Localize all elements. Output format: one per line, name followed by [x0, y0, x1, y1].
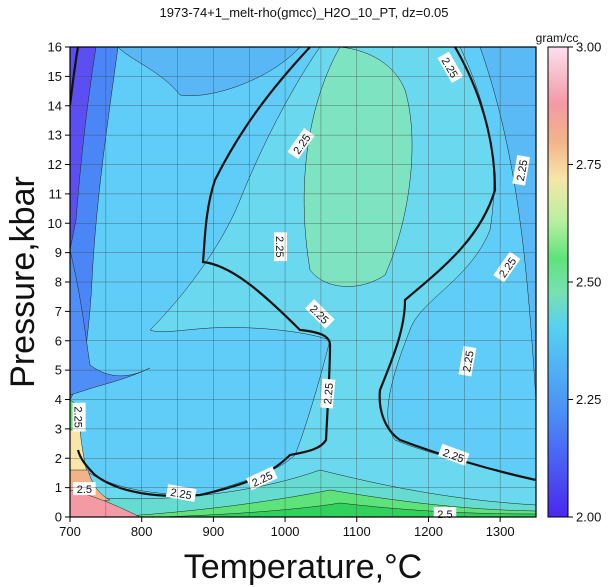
contour-label-text: 2.25 [169, 487, 192, 503]
contour-label: 2.25 [165, 484, 197, 503]
contour-label-bg [319, 378, 336, 409]
x-tick-label: 1200 [414, 524, 443, 539]
contour-region-bottom-2 [109, 489, 536, 517]
contour-label: 2.25 [273, 232, 288, 262]
contour-label: 2.25 [72, 402, 86, 432]
y-tick-label: 4 [55, 392, 62, 407]
contour-label-bg [73, 482, 96, 496]
contour-label-text: 2.25 [515, 159, 531, 182]
contour-label-text: 2.25 [322, 383, 336, 405]
contour-label: 2.25 [458, 345, 477, 377]
colorbar-ticks: 2.00 2.25 2.50 2.75 3.00 [568, 40, 601, 525]
contour-label-text: 2.5 [77, 484, 92, 496]
y-tick-label: 12 [48, 157, 62, 172]
contour-label-bg [246, 466, 278, 491]
colorbar: gram/cc 2.00 2.25 2.50 2.75 3.00 [536, 31, 602, 525]
contour-label-bg [512, 154, 531, 186]
contour-label-bg [165, 484, 197, 502]
contour-label: 2.5 [433, 507, 457, 521]
chart-title: 1973-74+1_melt-rho(gmcc)_H2O_10_PT, dz=0… [159, 5, 448, 20]
y-tick-label: 11 [49, 186, 63, 201]
contour-label-text: 2.5 [437, 509, 452, 521]
contour-label: 2.5 [73, 482, 96, 496]
x-tick-label: 800 [131, 524, 153, 539]
contour-region-top-mid [117, 47, 301, 96]
contour-label: 2.25 [512, 154, 531, 186]
y-tick-label: 13 [48, 128, 62, 143]
colorbar-tick-label: 3.00 [576, 40, 601, 55]
contour-label-bg [458, 345, 477, 377]
contour-region-blue-left-mid [70, 249, 151, 396]
y-tick-label: 3 [55, 421, 62, 436]
y-tick-label: 5 [55, 363, 62, 378]
y-tick-label: 0 [55, 510, 62, 525]
contour-label-bg [437, 51, 464, 84]
y-tick-label: 16 [48, 40, 62, 55]
y-tick-label: 15 [48, 69, 62, 84]
colorbar-tick-label: 2.75 [576, 157, 601, 172]
x-tick-label: 1000 [271, 524, 300, 539]
colorbar-tick-label: 2.50 [576, 275, 601, 290]
y-tick-label: 14 [48, 98, 62, 113]
x-tick-label: 1100 [343, 524, 371, 539]
contour-line-225-right [76, 47, 332, 497]
y-tick-label: 2 [55, 451, 62, 466]
colorbar-gradient [547, 46, 569, 518]
x-tick-label: 1300 [486, 524, 515, 539]
contour-label-bg [274, 232, 288, 262]
y-tick-label: 8 [55, 275, 62, 290]
colorbar-tick-label: 2.00 [576, 510, 601, 525]
colorbar-unit: gram/cc [536, 31, 579, 45]
y-tick-label: 9 [55, 245, 62, 260]
x-tick-label: 700 [59, 524, 81, 539]
contour-line-225-right-2 [378, 47, 536, 482]
contour-region-central-blob [303, 47, 413, 287]
y-tick-label: 6 [55, 333, 62, 348]
y-axis-title: Pressure,kbar [4, 176, 42, 388]
contour-region-lowest-left [70, 47, 97, 251]
colorbar-tick-label: 2.25 [576, 392, 601, 407]
x-tick-label: 900 [203, 524, 225, 539]
x-axis: 700 800 900 1000 1100 1200 1300 [59, 517, 515, 539]
y-tick-label: 1 [55, 480, 62, 495]
contour-label-bg [287, 128, 315, 160]
contour-label-text: 2.25 [273, 236, 285, 257]
y-tick-label: 7 [55, 304, 62, 319]
contour-label: 2.25 [319, 378, 336, 409]
x-axis-title: Temperature,°C [184, 548, 422, 586]
y-tick-label: 10 [48, 216, 62, 231]
contour-label-bg [72, 402, 86, 432]
contour-label-bg [305, 299, 335, 329]
grid [69, 46, 536, 518]
contour-label-text: 2.25 [72, 406, 84, 427]
contour-label-text: 2.25 [461, 350, 477, 373]
contour-label-bg [437, 443, 470, 466]
